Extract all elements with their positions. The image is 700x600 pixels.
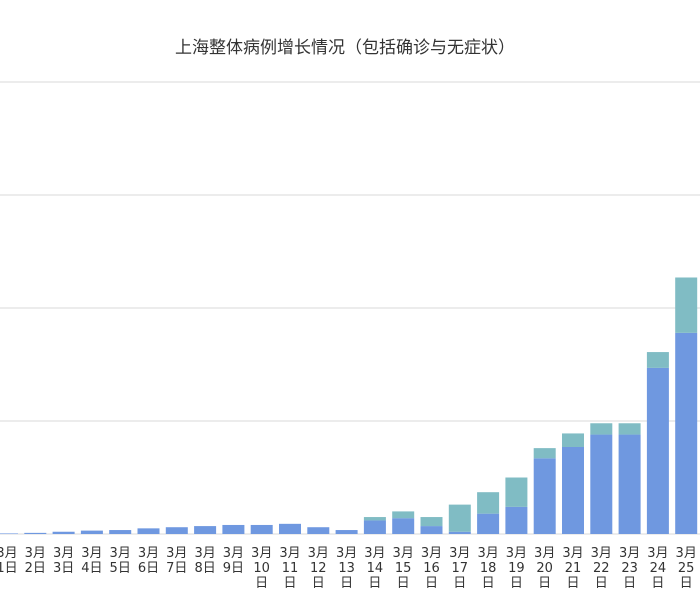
bar-segment: [618, 434, 641, 534]
x-tick-label: 3月23日: [618, 546, 641, 591]
bar-segment: [250, 524, 273, 534]
bar-segment: [533, 458, 556, 534]
x-tick-label: 3月8日: [194, 546, 216, 576]
x-tick-label: 3月2日: [24, 546, 46, 576]
bar-segment: [335, 530, 358, 534]
bar-segment: [448, 504, 471, 532]
x-tick-label: 3月6日: [137, 546, 160, 576]
bar-segment: [646, 367, 669, 534]
bar-segment: [165, 527, 188, 534]
bar-segment: [420, 517, 443, 527]
bar-segment: [222, 524, 245, 534]
bar-segment: [477, 492, 500, 514]
bar-segment: [675, 277, 698, 333]
bar-segment: [307, 527, 330, 534]
x-tick-label: 3月14日: [364, 546, 386, 591]
x-tick-label: 3月20日: [534, 546, 556, 591]
bar-segment: [646, 352, 669, 368]
x-tick-label: 3月7日: [166, 546, 188, 576]
bar-segment: [505, 506, 528, 534]
x-tick-label: 3月12日: [307, 546, 329, 591]
bar-segment: [363, 517, 386, 521]
bar-segment: [194, 526, 217, 534]
x-tick-label: 3月24日: [647, 546, 669, 591]
bar-segment: [0, 533, 18, 534]
x-tick-label: 3月3日: [52, 546, 75, 576]
x-tick-label: 3月22日: [590, 546, 612, 591]
bar-segment: [420, 526, 443, 534]
bar-segment: [590, 434, 613, 534]
bar-segment: [618, 423, 641, 435]
x-tick-label: 3月13日: [335, 546, 358, 591]
x-tick-label: 3月10日: [251, 546, 273, 591]
x-tick-label: 3月16日: [420, 546, 443, 591]
x-tick-label: 3月19日: [505, 546, 528, 591]
x-tick-label: 3月5日: [109, 546, 131, 576]
x-tick-label: 3月18日: [477, 546, 499, 591]
bar-segment: [675, 332, 698, 534]
x-tick-label: 3月25日: [675, 546, 697, 591]
x-tick-label: 3月17日: [449, 546, 471, 591]
bar-segment: [562, 433, 584, 447]
bar-segment: [137, 528, 160, 534]
x-tick-label: 3月11日: [279, 546, 301, 591]
x-tick-label: 3月1日: [0, 546, 18, 576]
bar-segment: [109, 530, 132, 534]
bar-segment: [392, 518, 415, 534]
bar-segment: [477, 513, 500, 534]
bar-segment: [590, 423, 613, 435]
bar-segment: [448, 531, 471, 534]
chart-title: 上海整体病例增长情况（包括确诊与无症状）: [175, 38, 515, 58]
bar-segment: [392, 511, 415, 519]
bar-segment: [80, 530, 103, 534]
bar-segment: [52, 531, 75, 534]
x-tick-label: 3月4日: [81, 546, 103, 576]
bar-segment: [505, 477, 528, 507]
x-tick-label: 3月9日: [222, 546, 245, 576]
bar-segment: [279, 523, 301, 534]
bar-segment: [24, 532, 47, 534]
bar-segment: [562, 446, 584, 534]
bar-segment: [533, 448, 556, 459]
x-tick-label: 3月15日: [392, 546, 414, 591]
bar-segment: [363, 520, 386, 534]
x-tick-label: 3月21日: [562, 546, 584, 591]
